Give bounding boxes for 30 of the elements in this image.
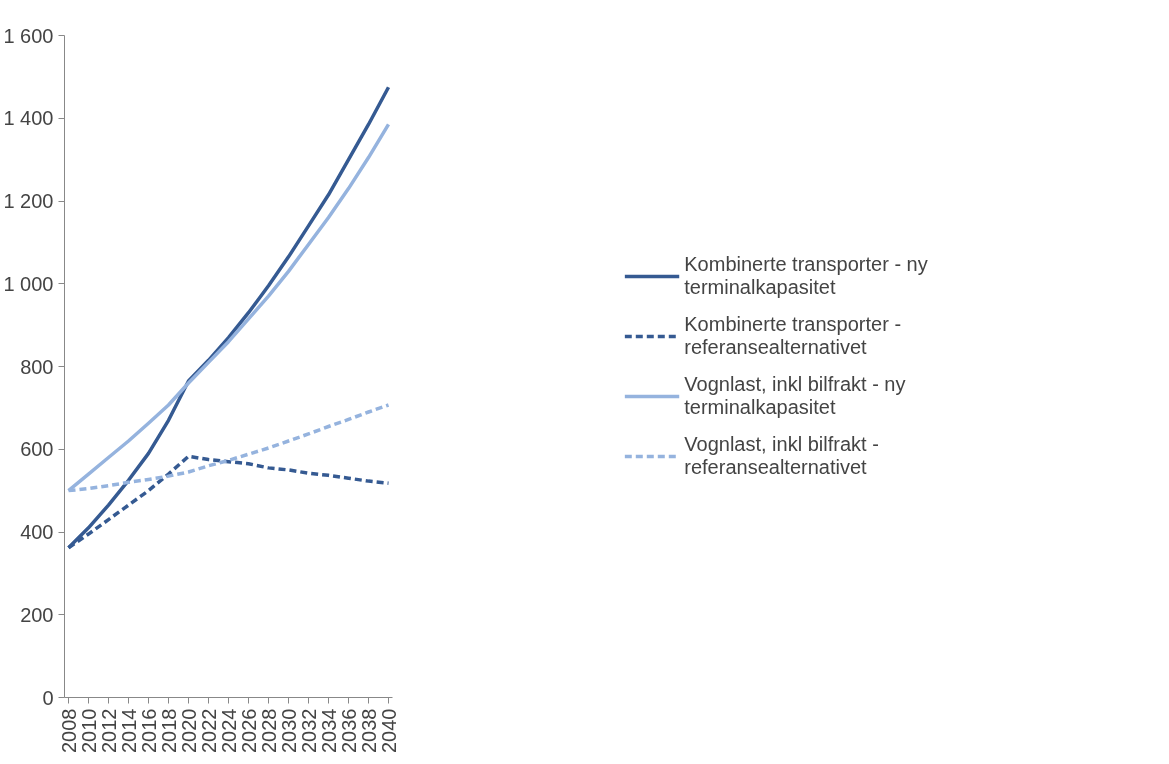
y-tick-label: 1 600 [3,24,54,47]
y-tick-label: 1 200 [3,190,54,212]
x-tick-label: 2022 [197,708,220,753]
x-tick-label: 2016 [137,708,160,753]
x-tick-label: 2024 [217,708,240,753]
x-tick-label: 2030 [277,708,300,753]
y-tick-label: 600 [20,438,54,461]
y-tick-label: 800 [20,355,54,378]
legend-label: Kombinerte transporter - referansealternativet [684,313,902,359]
legend-label: Vognlast, inkl bilfrakt - ny terminalkapasitet [684,373,906,419]
x-tick-label: 2020 [177,708,200,753]
y-tick-label: 400 [20,521,54,543]
y-tick-label: 200 [20,603,54,626]
x-tick-label: 2032 [297,708,320,753]
x-tick-label: 2040 [377,708,400,753]
y-tick-label: 1 400 [3,107,54,130]
x-tick-label: 2036 [337,708,360,753]
x-tick-label: 2008 [57,708,80,753]
x-tick-label: 2026 [237,708,260,753]
y-tick-label: 0 [42,686,54,709]
x-tick-label: 2014 [117,708,140,753]
legend-label: Kombinerte transporter - ny terminalkapasitet [684,253,928,299]
legend-label: Vognlast, inkl bilfrakt - referansealternativet [684,433,879,479]
x-tick-label: 2038 [357,708,380,753]
x-tick-label: 2012 [97,708,120,753]
x-tick-label: 2034 [317,708,340,753]
x-tick-label: 2010 [77,708,100,753]
x-tick-label: 2018 [157,708,180,753]
x-tick-label: 2028 [257,708,280,753]
y-tick-label: 1 000 [3,272,54,295]
